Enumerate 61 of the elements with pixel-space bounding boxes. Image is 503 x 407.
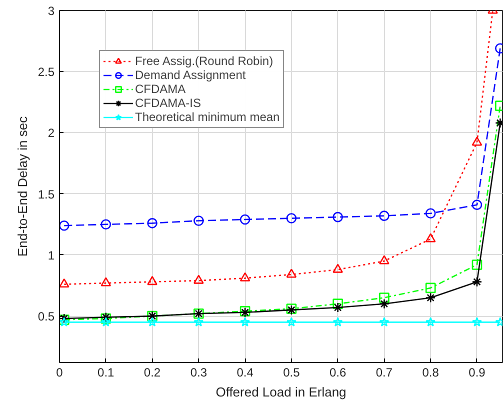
point xyxy=(425,292,436,303)
point xyxy=(147,317,158,326)
legend-label: Free Assig.(Round Robin) xyxy=(135,54,274,68)
point xyxy=(379,292,390,303)
point xyxy=(100,277,112,286)
y-tick-label: 1 xyxy=(48,248,55,262)
point xyxy=(240,272,250,282)
point xyxy=(425,233,436,242)
x-tick-label: 0.6 xyxy=(329,366,346,380)
point xyxy=(147,218,158,228)
x-tick-label: 0.9 xyxy=(468,366,486,380)
point xyxy=(379,317,390,326)
point xyxy=(100,317,111,326)
x-tick-label: 0.8 xyxy=(422,366,440,380)
point xyxy=(286,268,297,278)
point xyxy=(332,264,343,273)
point xyxy=(472,317,482,326)
point xyxy=(100,219,112,230)
legend-label: CFDAMA-IS xyxy=(135,96,201,110)
point xyxy=(286,213,297,224)
y-tick-label: 2.5 xyxy=(38,65,55,80)
x-tick-label: 0.1 xyxy=(98,366,115,380)
x-tick-label: 0.5 xyxy=(283,366,300,380)
point xyxy=(472,260,482,270)
point xyxy=(194,216,204,226)
point xyxy=(60,220,70,231)
point xyxy=(379,298,390,309)
point xyxy=(472,136,482,146)
x-tick-label: 0.7 xyxy=(376,366,393,380)
y-tick-label: 1.5 xyxy=(38,187,55,202)
point xyxy=(425,282,436,294)
legend-label: Theoretical minimum mean xyxy=(135,110,280,124)
point xyxy=(60,278,70,288)
x-tick-label: 0.2 xyxy=(144,366,161,380)
x-tick-label: 0.4 xyxy=(236,366,254,380)
point xyxy=(332,298,343,309)
legend-label: Demand Assignment xyxy=(135,68,246,82)
point xyxy=(425,208,436,219)
point xyxy=(332,317,343,326)
point xyxy=(332,212,343,222)
point xyxy=(472,200,482,210)
y-tick-label: 3 xyxy=(48,4,55,18)
x-axis-title: Offered Load in Erlang xyxy=(216,384,346,400)
point xyxy=(240,317,250,326)
legend-label: CFDAMA xyxy=(135,82,186,96)
point xyxy=(379,255,390,264)
point xyxy=(332,302,343,313)
point xyxy=(379,210,390,221)
point xyxy=(194,317,204,326)
point xyxy=(240,214,250,225)
point xyxy=(426,317,436,326)
y-tick-label: 2 xyxy=(48,126,55,140)
x-tick-label: 0 xyxy=(56,366,64,380)
point xyxy=(147,276,158,286)
y-axis-title: End-to-End Delay in sec xyxy=(14,116,30,257)
point xyxy=(472,276,482,287)
point xyxy=(60,317,70,326)
point xyxy=(194,274,204,284)
y-tick-label: 0.5 xyxy=(38,310,55,324)
x-tick-label: 0.3 xyxy=(190,366,208,380)
point xyxy=(286,317,296,326)
